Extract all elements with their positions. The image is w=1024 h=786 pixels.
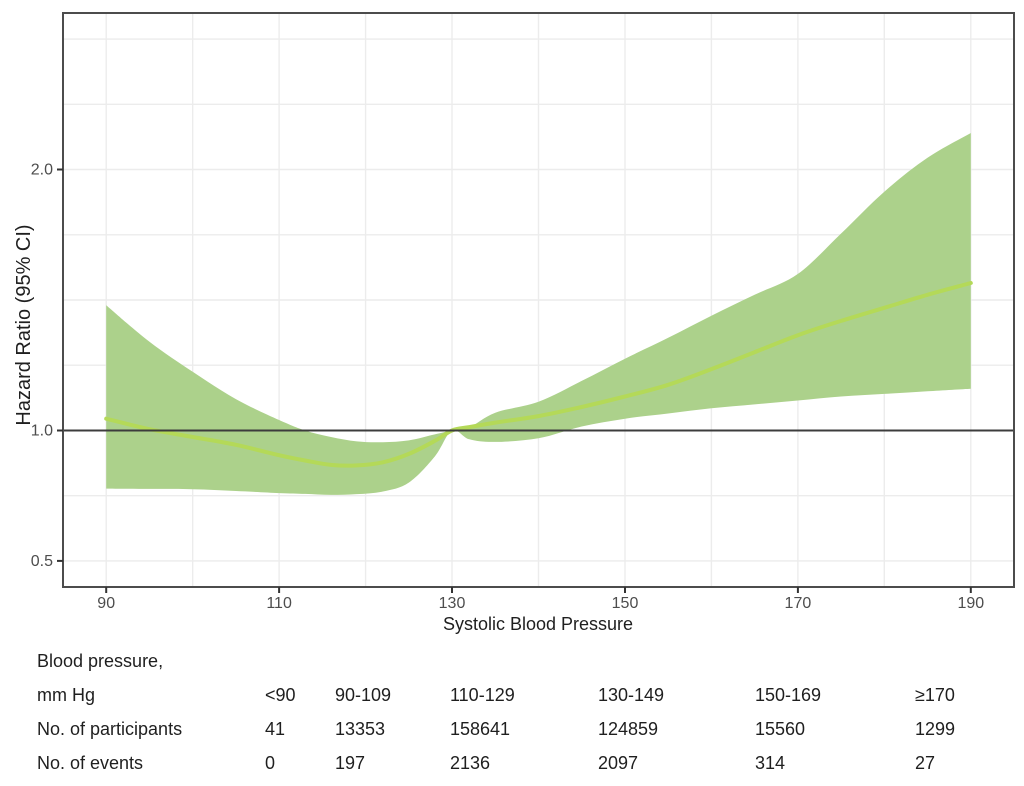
y-tick-label: 1.0 xyxy=(31,423,53,440)
participants-count: 124859 xyxy=(598,719,659,739)
risk-table: Blood pressure, mm Hg <90 90-109 110-129… xyxy=(0,645,1024,786)
table-row: mm Hg <90 90-109 110-129 130-149 150-169… xyxy=(0,685,1024,713)
events-count: 2097 xyxy=(598,753,639,773)
bp-category: 150-169 xyxy=(755,685,822,705)
bp-category: 110-129 xyxy=(450,685,515,705)
events-count: 314 xyxy=(755,753,786,773)
participants-count: 13353 xyxy=(335,719,386,739)
table-row: No. of participants 41 13353 158641 1248… xyxy=(0,719,1024,747)
table-row-label: No. of events xyxy=(37,753,144,773)
hazard-ratio-curve xyxy=(104,281,973,468)
x-tick-label: 110 xyxy=(266,595,292,612)
x-tick-label: 170 xyxy=(785,595,812,612)
x-tick-label: 190 xyxy=(957,595,984,612)
table-row-label: No. of participants xyxy=(37,719,183,739)
y-axis-title: Hazard Ratio (95% CI) xyxy=(13,224,35,425)
y-tick-label: 2.0 xyxy=(31,162,53,179)
x-tick-label: 130 xyxy=(439,595,466,612)
y-tick-label: 0.5 xyxy=(31,553,53,570)
participants-count: 158641 xyxy=(450,719,511,739)
bp-category: 130-149 xyxy=(598,685,665,705)
bp-category: <90 xyxy=(265,685,296,705)
table-row: No. of events 0 197 2136 2097 314 27 xyxy=(0,753,1024,781)
table-row-label: mm Hg xyxy=(37,685,95,705)
events-count: 197 xyxy=(335,753,366,773)
events-count: 27 xyxy=(915,753,936,773)
table-row: Blood pressure, xyxy=(0,651,1024,679)
events-count: 2136 xyxy=(450,753,491,773)
participants-count: 1299 xyxy=(915,719,956,739)
events-count: 0 xyxy=(265,753,276,773)
participants-count: 41 xyxy=(265,719,286,739)
bp-category: ≥170 xyxy=(915,685,955,705)
x-tick-label: 150 xyxy=(612,595,639,612)
hazard-ratio-chart: 90 110 130 150 170 190 0.5 1.0 2.0 Systolic Bloo… xyxy=(13,12,1015,634)
confidence-band xyxy=(106,133,971,495)
x-axis-title: Systolic Blood Pressure xyxy=(443,614,633,634)
bp-category: 90-109 xyxy=(335,685,392,705)
panel-border xyxy=(62,12,1015,588)
table-row-label: Blood pressure, xyxy=(37,651,164,671)
participants-count: 15560 xyxy=(755,719,806,739)
x-tick-label: 90 xyxy=(97,595,115,612)
